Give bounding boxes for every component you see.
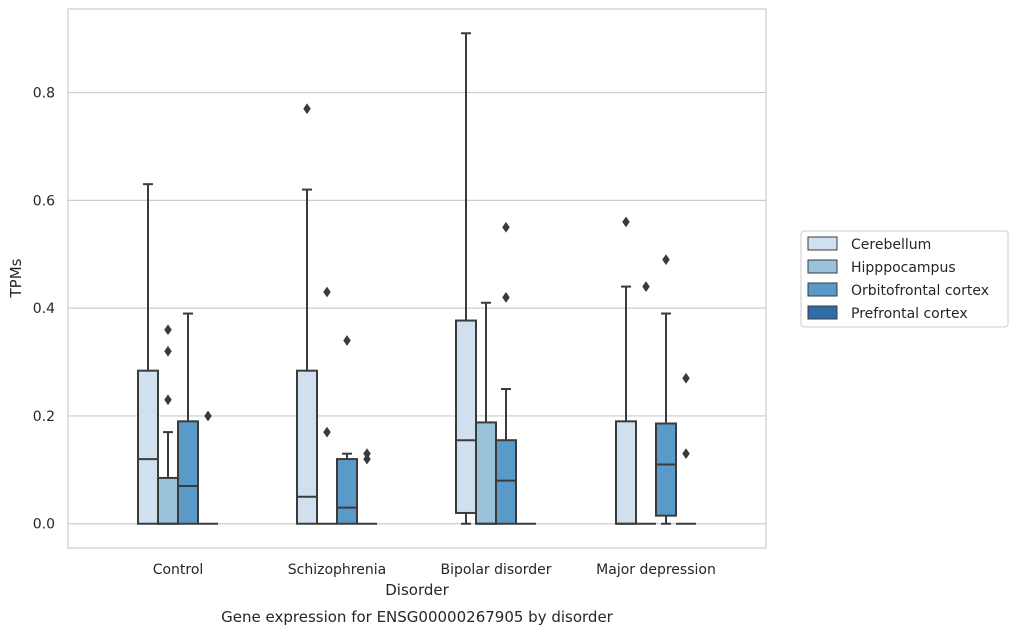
outlier-point xyxy=(682,448,690,460)
box-hipppocampus xyxy=(636,281,656,525)
legend-label: Hipppocampus xyxy=(851,260,956,276)
outlier-point xyxy=(363,448,371,460)
outlier-point xyxy=(204,410,212,422)
x-tick-label: Bipolar disorder xyxy=(440,562,551,578)
legend-label: Cerebellum xyxy=(851,237,931,253)
box-body xyxy=(336,458,358,525)
box-orbitofrontal-cortex xyxy=(336,335,358,525)
box-cerebellum xyxy=(455,32,477,525)
box-body xyxy=(177,420,199,525)
box-orbitofrontal-cortex xyxy=(655,254,677,525)
box-cerebellum xyxy=(296,103,318,525)
box-body xyxy=(475,421,497,525)
box-body xyxy=(296,369,318,525)
x-tick-label: Control xyxy=(153,562,204,578)
y-tick-label: 0.4 xyxy=(33,301,55,317)
box-cerebellum xyxy=(615,216,637,525)
box-prefrontal-cortex xyxy=(198,410,218,525)
legend-label: Prefrontal cortex xyxy=(851,306,968,322)
legend-swatch xyxy=(807,259,838,274)
box-cerebellum xyxy=(137,183,159,525)
box-hipppocampus xyxy=(157,324,179,525)
outlier-point xyxy=(502,221,510,233)
box-plot-marks xyxy=(137,32,696,525)
y-axis-label: TPMs xyxy=(7,258,25,298)
box-hipppocampus xyxy=(317,286,337,525)
x-tick-labels: Control Schizophrenia Bipolar disorder Majo… xyxy=(153,562,716,578)
legend-swatch xyxy=(807,236,838,251)
chart-caption: Gene expression for ENSG00000267905 by d… xyxy=(221,608,614,626)
x-tick-label: Major depression xyxy=(596,562,716,578)
legend-label: Orbitofrontal cortex xyxy=(851,283,989,299)
box-prefrontal-cortex xyxy=(676,372,696,525)
outlier-point xyxy=(164,394,172,406)
y-tick-labels: 0.0 0.2 0.4 0.6 0.8 xyxy=(33,86,55,533)
outlier-point xyxy=(682,372,690,384)
legend-frame xyxy=(800,230,1009,328)
legend-swatch xyxy=(807,282,838,297)
legend: Cerebellum Hipppocampus Orbitofrontal cort… xyxy=(800,230,1009,328)
outlier-point xyxy=(363,453,371,465)
box-body xyxy=(157,476,179,525)
box-body xyxy=(615,420,637,525)
legend-swatch xyxy=(807,305,838,320)
box-prefrontal-cortex xyxy=(357,448,377,525)
outlier-point xyxy=(662,254,670,266)
box-hipppocampus xyxy=(475,301,497,525)
outlier-point xyxy=(642,281,650,292)
outlier-point xyxy=(622,216,630,228)
outlier-point xyxy=(303,103,311,115)
x-tick-label: Schizophrenia xyxy=(288,562,386,578)
box-body xyxy=(455,319,477,514)
y-tick-label: 0.2 xyxy=(33,409,55,425)
outlier-point xyxy=(343,335,351,346)
x-axis-label: Disorder xyxy=(385,581,449,599)
outlier-point xyxy=(502,291,510,303)
box-body xyxy=(137,369,159,525)
plot-frame xyxy=(67,8,767,549)
y-tick-label: 0.8 xyxy=(33,86,55,102)
box-orbitofrontal-cortex xyxy=(177,312,199,525)
outlier-point xyxy=(323,426,331,438)
box-body xyxy=(655,422,677,517)
outlier-point xyxy=(164,345,172,357)
outlier-point xyxy=(164,324,172,336)
y-tick-label: 0.0 xyxy=(33,517,55,533)
y-tick-label: 0.6 xyxy=(33,193,55,209)
box-body xyxy=(495,439,517,525)
box-orbitofrontal-cortex xyxy=(495,221,517,525)
outlier-point xyxy=(323,286,331,298)
